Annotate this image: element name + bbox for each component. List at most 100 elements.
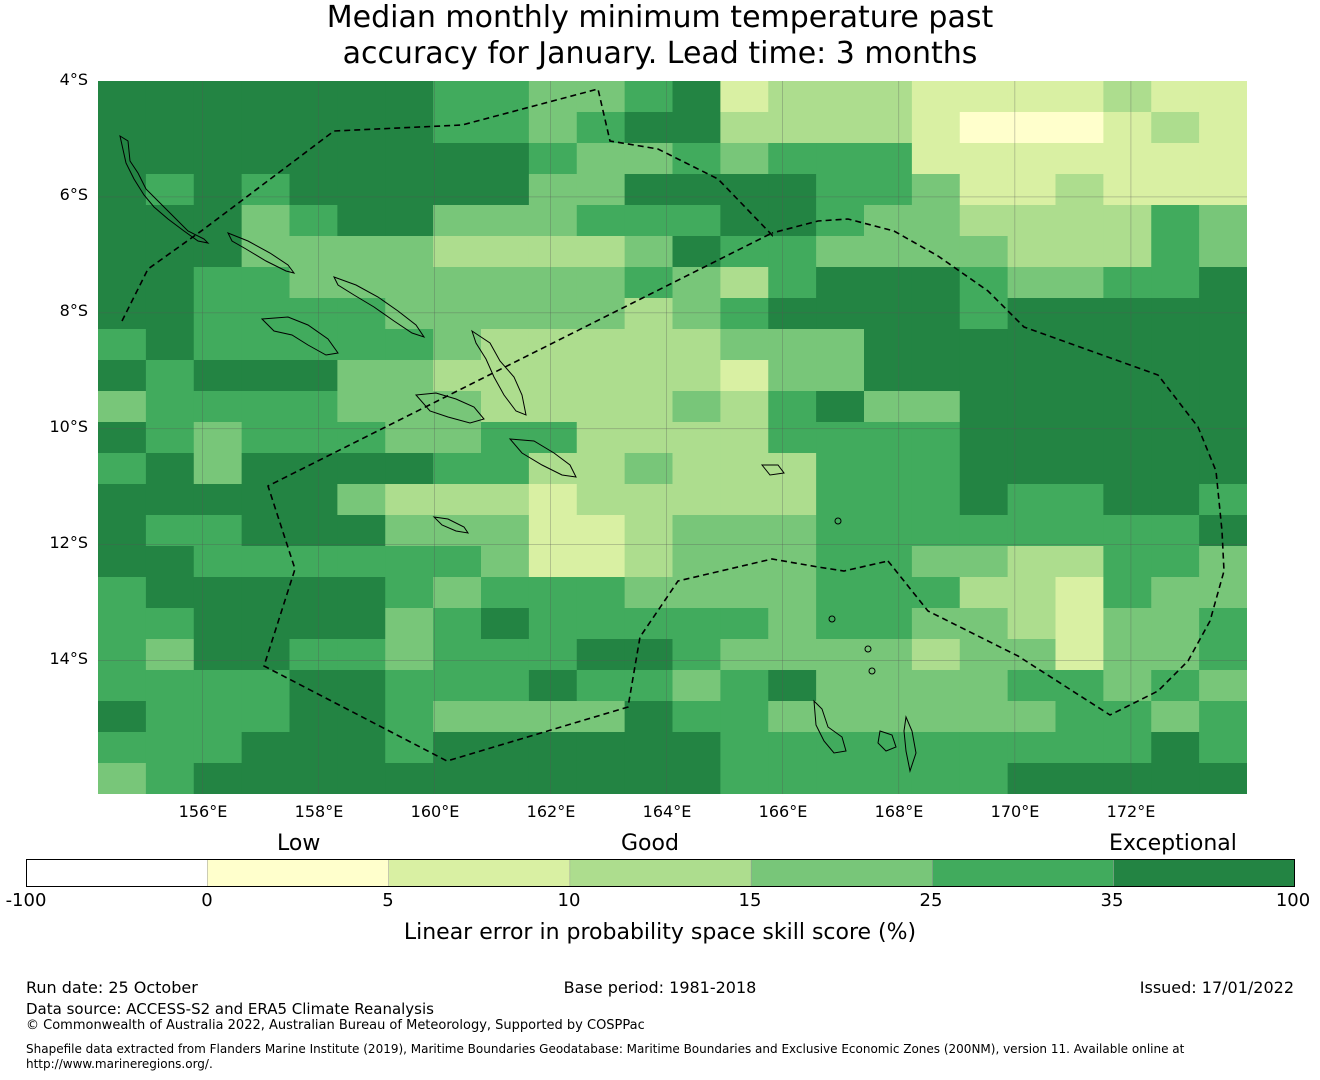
issued-date: Issued: 17/01/2022: [1139, 978, 1294, 997]
grid-cell: [528, 670, 578, 702]
grid-cell: [145, 732, 195, 764]
grid-cell: [1055, 484, 1104, 516]
grid-cell: [145, 639, 195, 671]
grid-cell: [337, 639, 386, 671]
grid-cell: [241, 298, 291, 330]
grid-cell: [433, 205, 482, 237]
lat-label-12s: 12°S: [49, 533, 88, 552]
grid-cell: [768, 453, 817, 485]
grid-cell: [1007, 298, 1057, 330]
grid-cell: [337, 174, 386, 206]
lon-label-156e: 156°E: [178, 802, 228, 821]
grid-cell: [193, 515, 243, 547]
grid-cell: [98, 81, 147, 113]
grid-cell: [576, 360, 626, 392]
grid-cell: [864, 143, 913, 175]
grid-cell: [1151, 453, 1200, 485]
island-espiritu-santo: [813, 699, 847, 754]
grid-cell: [1103, 112, 1152, 144]
grid-cell: [481, 484, 530, 516]
grid-cell: [959, 763, 1009, 794]
grid-cell: [528, 112, 578, 144]
grid-cell: [433, 360, 482, 392]
grid-cell: [624, 453, 674, 485]
grid-cell: [624, 422, 674, 454]
grid-cell: [98, 236, 147, 268]
grid-cell: [1103, 763, 1152, 794]
grid-cell: [720, 484, 769, 516]
lon-label-162e: 162°E: [526, 802, 576, 821]
grid-cell: [145, 143, 195, 175]
grid-cell: [481, 329, 530, 361]
grid-cell: [1151, 174, 1200, 206]
grid-cell: [1151, 515, 1200, 547]
lat-label-6s: 6°S: [59, 185, 88, 204]
grid-cell: [1007, 329, 1057, 361]
grid-cell: [672, 453, 721, 485]
grid-cell: [98, 112, 147, 144]
grid-cell: [289, 639, 338, 671]
grid-cell: [720, 112, 769, 144]
lon-label-166e: 166°E: [758, 802, 808, 821]
grid-cell: [1103, 81, 1152, 113]
grid-cell: [624, 577, 674, 609]
grid-cell: [145, 608, 195, 640]
grid-cell: [672, 732, 721, 764]
grid-cell: [481, 422, 530, 454]
grid-cell: [193, 484, 243, 516]
colorbar-bin: [932, 859, 1115, 887]
grid-cell: [1007, 577, 1057, 609]
grid-cell: [1007, 732, 1057, 764]
grid-cell: [1007, 81, 1057, 113]
grid-cell: [193, 267, 243, 299]
grid-cell: [864, 112, 913, 144]
grid-cell: [289, 577, 338, 609]
grid-cell: [959, 515, 1009, 547]
grid-cell: [98, 608, 147, 640]
grid-cell: [1103, 515, 1152, 547]
lon-label-164e: 164°E: [642, 802, 692, 821]
grid-cell: [385, 329, 434, 361]
grid-cell: [624, 174, 674, 206]
grid-cell: [720, 298, 769, 330]
grid-cell: [337, 484, 386, 516]
grid-cell: [864, 360, 913, 392]
grid-cell: [1055, 143, 1104, 175]
lon-label-172e: 172°E: [1106, 802, 1156, 821]
grid-cell: [720, 546, 769, 578]
grid-cell: [1151, 484, 1200, 516]
grid-cell: [193, 81, 243, 113]
island-malekula: [877, 730, 897, 752]
grid-cell: [1151, 701, 1200, 733]
grid-cell: [1103, 453, 1152, 485]
grid-cell: [481, 298, 530, 330]
grid-cell: [337, 391, 386, 423]
grid-cell: [1103, 391, 1152, 423]
grid-cell: [720, 701, 769, 733]
grid-cell: [1199, 546, 1247, 578]
grid-cell: [720, 422, 769, 454]
grid-cell: [624, 515, 674, 547]
grid-cell: [1103, 732, 1152, 764]
grid-cell: [1151, 763, 1200, 794]
grid-cell: [1151, 608, 1200, 640]
grid-cell: [911, 298, 961, 330]
grid-cell: [241, 515, 291, 547]
grid-cell: [528, 205, 578, 237]
grid-cell: [193, 732, 243, 764]
grid-cell: [241, 546, 291, 578]
grid-cell: [911, 391, 961, 423]
grid-cell: [241, 329, 291, 361]
grid-cell: [528, 515, 578, 547]
grid-cell: [768, 236, 817, 268]
lon-label-158e: 158°E: [294, 802, 344, 821]
grid-cell: [193, 391, 243, 423]
colorbar-tick-35: 35: [1100, 890, 1124, 911]
grid-cell: [1199, 174, 1247, 206]
grid-cell: [911, 453, 961, 485]
grid-cell: [528, 701, 578, 733]
grid-cell: [289, 81, 338, 113]
grid-cell: [911, 763, 961, 794]
grid-cell: [576, 577, 626, 609]
grid-cell: [816, 484, 865, 516]
